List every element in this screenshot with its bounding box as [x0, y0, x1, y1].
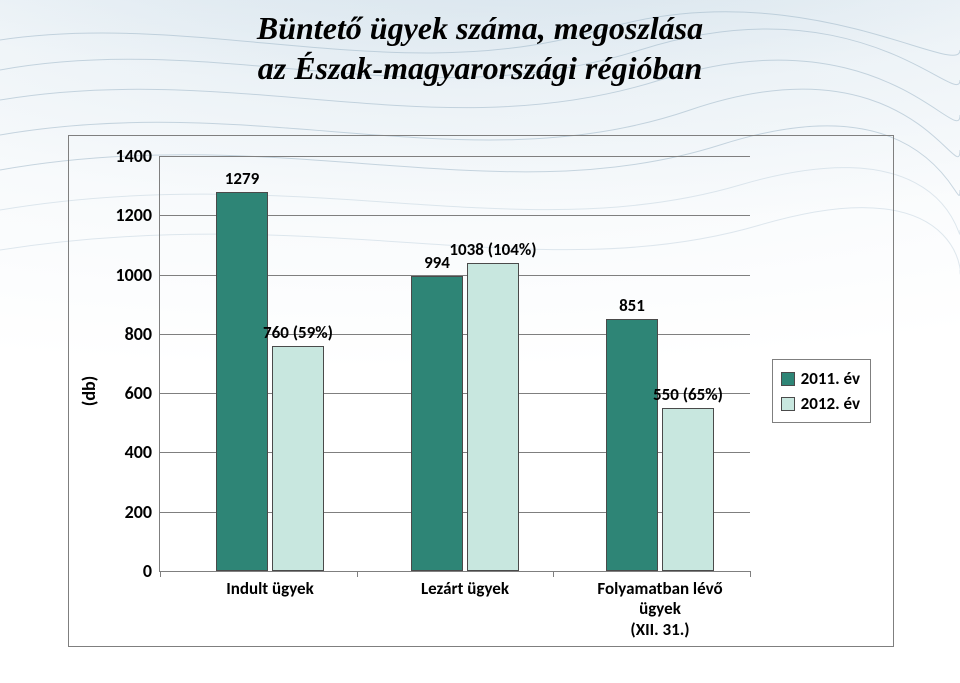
bar-value-label: 760 (59%): [263, 322, 333, 343]
bar-value-label: 550 (65%): [653, 384, 723, 405]
bar-value-label: 994: [424, 252, 450, 273]
bar-group: 851550 (65%): [580, 156, 740, 571]
legend-swatch-2011: [781, 372, 795, 386]
legend-item-2011: 2011. év: [781, 366, 860, 391]
x-tick-mark: [750, 571, 751, 577]
chart-frame: (db) 02004006008001000120014001279760 (5…: [68, 135, 894, 647]
title-line-2: az Észak-magyarországi régióban: [0, 48, 960, 88]
legend-label-2011: 2011. év: [801, 368, 860, 389]
legend-label-2012: 2012. év: [801, 393, 860, 414]
y-tick-label: 800: [125, 323, 152, 345]
bar: 550 (65%): [662, 408, 714, 571]
bar-group: 9941038 (104%): [385, 156, 545, 571]
x-category-label: Indult ügyek: [190, 579, 350, 599]
x-category-label: Lezárt ügyek: [385, 579, 545, 599]
y-tick-label: 1400: [116, 145, 153, 167]
x-tick-mark: [357, 571, 358, 577]
x-tick-mark: [553, 571, 554, 577]
plot-area: 02004006008001000120014001279760 (59%)In…: [159, 156, 750, 572]
bar-value-label: 1038 (104%): [449, 239, 536, 260]
y-tick-label: 0: [143, 560, 152, 582]
bar: 1038 (104%): [467, 263, 519, 571]
legend-item-2012: 2012. év: [781, 391, 860, 416]
bar: 851: [606, 319, 658, 571]
x-tick-mark: [160, 571, 161, 577]
y-tick-label: 1200: [116, 204, 153, 226]
y-tick-label: 600: [125, 382, 152, 404]
x-label-line: (XII. 31.): [580, 620, 740, 640]
bar: 760 (59%): [272, 346, 324, 571]
bar-group: 1279760 (59%): [190, 156, 350, 571]
bar: 1279: [216, 192, 268, 571]
legend-swatch-2012: [781, 397, 795, 411]
bar-value-label: 851: [619, 295, 645, 316]
title-line-1: Büntető ügyek száma, megoszlása: [0, 8, 960, 48]
y-axis-label: (db): [78, 376, 100, 407]
x-category-label: Folyamatban lévő ügyek(XII. 31.): [580, 579, 740, 640]
chart-title: Büntető ügyek száma, megoszlása az Észak…: [0, 0, 960, 88]
legend: 2011. év 2012. év: [772, 359, 871, 423]
x-label-line: Folyamatban lévő ügyek: [580, 579, 740, 620]
y-tick-label: 400: [125, 441, 152, 463]
bar: 994: [411, 276, 463, 571]
bar-value-label: 1279: [225, 168, 259, 189]
y-tick-label: 1000: [116, 264, 153, 286]
y-tick-label: 200: [125, 501, 152, 523]
